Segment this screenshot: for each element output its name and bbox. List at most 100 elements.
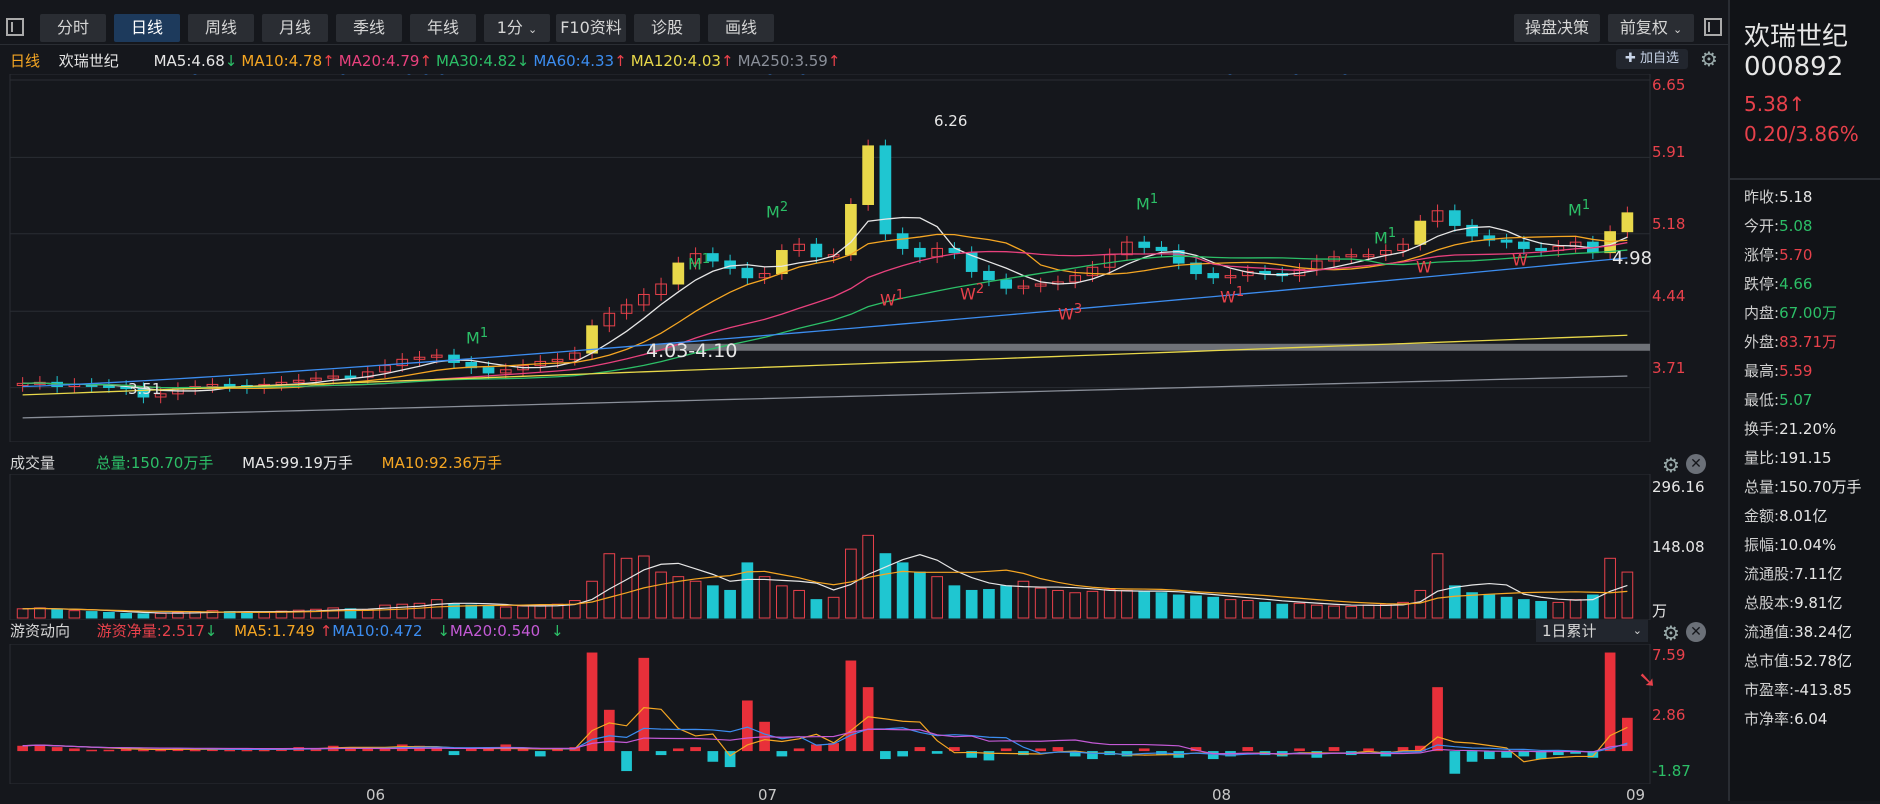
stat-label: 市盈率:	[1744, 681, 1795, 699]
stat-label: 量比:	[1744, 449, 1780, 467]
volume-bar	[1535, 600, 1547, 619]
sidebar-toggle-icon[interactable]	[6, 18, 24, 36]
candle-body	[1121, 241, 1133, 256]
stat-row: 市盈率:-413.85	[1744, 679, 1852, 700]
flow-bar	[1570, 751, 1581, 754]
stat-label: 昨收:	[1744, 188, 1780, 206]
volume-bar	[741, 562, 754, 619]
arrow-down-icon: ↓	[516, 52, 530, 70]
accumulation-select[interactable]: 1日累计 ⌄	[1536, 620, 1648, 642]
close-icon[interactable]: ✕	[1686, 454, 1706, 474]
volume-bar	[1621, 571, 1634, 619]
flow-bar	[586, 652, 598, 752]
chevron-down-icon: ⌄	[1632, 624, 1642, 637]
stat-value: 5.08	[1779, 217, 1813, 235]
candle-body	[568, 352, 581, 360]
flow-chart[interactable]	[0, 644, 1720, 784]
volume-bar	[517, 605, 529, 619]
flow-bar	[1414, 745, 1426, 752]
price-axis-label: 6.65	[1652, 76, 1686, 94]
pattern-mark: W2	[960, 282, 984, 303]
interval-select[interactable]: 1分 ⌄	[484, 14, 550, 42]
flow-bar	[828, 743, 839, 752]
candle-body	[827, 254, 840, 258]
tab-daily[interactable]: 日线	[114, 14, 180, 42]
gear-icon[interactable]: ⚙	[1700, 47, 1718, 71]
volume-bar	[914, 571, 926, 619]
f10-button[interactable]: F10资料	[556, 14, 626, 42]
volume-chart[interactable]	[0, 474, 1720, 620]
pattern-mark-index: 1	[1581, 198, 1591, 213]
volume-total: 总量:150.70万手	[95, 454, 214, 472]
volume-axis-label: 148.08	[1652, 538, 1705, 556]
stat-row: 最高:5.59	[1744, 360, 1812, 381]
candle-body	[1138, 241, 1151, 248]
pattern-mark: M1	[1568, 198, 1590, 219]
candle-body	[1224, 275, 1237, 279]
interval-value: 1分	[496, 18, 523, 37]
flow-bar	[86, 749, 97, 752]
tab-monthly[interactable]: 月线	[262, 14, 328, 42]
candle-body	[862, 145, 874, 205]
tab-weekly[interactable]: 周线	[188, 14, 254, 42]
flow-legend: 游资动向 游资净量:2.517↓ MA5:1.749 ↑MA10:0.472 ↓…	[10, 620, 564, 641]
stat-label: 最低:	[1744, 391, 1780, 409]
stat-value: 8.01亿	[1779, 507, 1828, 525]
period-label: 日线	[10, 52, 41, 70]
gear-icon[interactable]: ⚙	[1662, 621, 1680, 645]
flow-bar	[34, 744, 46, 752]
flow-bar	[1518, 751, 1530, 757]
kline-chart[interactable]	[0, 74, 1720, 442]
flow-bar	[1035, 748, 1047, 752]
stat-label: 总量:	[1744, 478, 1780, 496]
signal-dot	[193, 74, 197, 75]
kline-frame	[9, 74, 1651, 442]
flow-bar	[880, 751, 891, 760]
volume-bar	[1293, 602, 1306, 619]
candle-body	[655, 283, 667, 295]
flow-bar	[138, 749, 149, 752]
volume-ma-line	[22, 569, 1628, 613]
tab-quarterly[interactable]: 季线	[336, 14, 402, 42]
stat-value: 5.18	[1779, 188, 1813, 206]
pattern-mark-index: 1	[1235, 285, 1245, 300]
diagnose-button[interactable]: 诊股	[634, 14, 700, 42]
low-price-label: 3.51	[128, 380, 162, 398]
candle-body	[914, 247, 926, 258]
close-icon[interactable]: ✕	[1686, 622, 1706, 642]
adjust-select[interactable]: 前复权 ⌄	[1608, 14, 1694, 42]
flow-net: 游资净量:2.517	[96, 622, 205, 640]
pattern-mark-type: M	[1374, 228, 1388, 248]
stat-row: 跌停:4.66	[1744, 273, 1812, 294]
add-watchlist-button[interactable]: ✚ 加自选	[1616, 49, 1688, 69]
stat-label: 总市值:	[1744, 652, 1795, 670]
stat-row: 流通值:38.24亿	[1744, 621, 1852, 642]
flow-bar	[1432, 687, 1443, 752]
candle-body	[482, 367, 495, 374]
price-axis-label: 5.18	[1652, 215, 1686, 233]
ma-line	[22, 233, 1628, 390]
stat-label: 振幅:	[1744, 536, 1780, 554]
candle-body	[1207, 273, 1220, 279]
price-axis-label: 3.71	[1652, 359, 1686, 377]
flow-bar	[103, 749, 115, 752]
volume-bar	[154, 612, 167, 619]
volume-bar	[1604, 557, 1616, 619]
candle-body	[1345, 254, 1358, 258]
draw-line-button[interactable]: 画线	[708, 14, 774, 42]
volume-bar	[1224, 599, 1237, 619]
stat-value: 52.78亿	[1794, 652, 1853, 670]
candle-body	[724, 260, 736, 269]
trading-decision-button[interactable]: 操盘决策	[1514, 14, 1600, 42]
stat-label: 最高:	[1744, 362, 1780, 380]
gear-icon[interactable]: ⚙	[1662, 453, 1680, 477]
stat-value: 4.66	[1779, 275, 1813, 293]
stat-row: 总股本:9.81亿	[1744, 592, 1842, 613]
panel-collapse-icon[interactable]	[1704, 18, 1722, 36]
candle-body	[1017, 285, 1030, 289]
volume-bar	[1086, 590, 1099, 619]
tab-yearly[interactable]: 年线	[410, 14, 476, 42]
flow-bar	[690, 747, 701, 752]
flow-bar	[603, 709, 615, 752]
tab-fenshi[interactable]: 分时	[40, 14, 106, 42]
